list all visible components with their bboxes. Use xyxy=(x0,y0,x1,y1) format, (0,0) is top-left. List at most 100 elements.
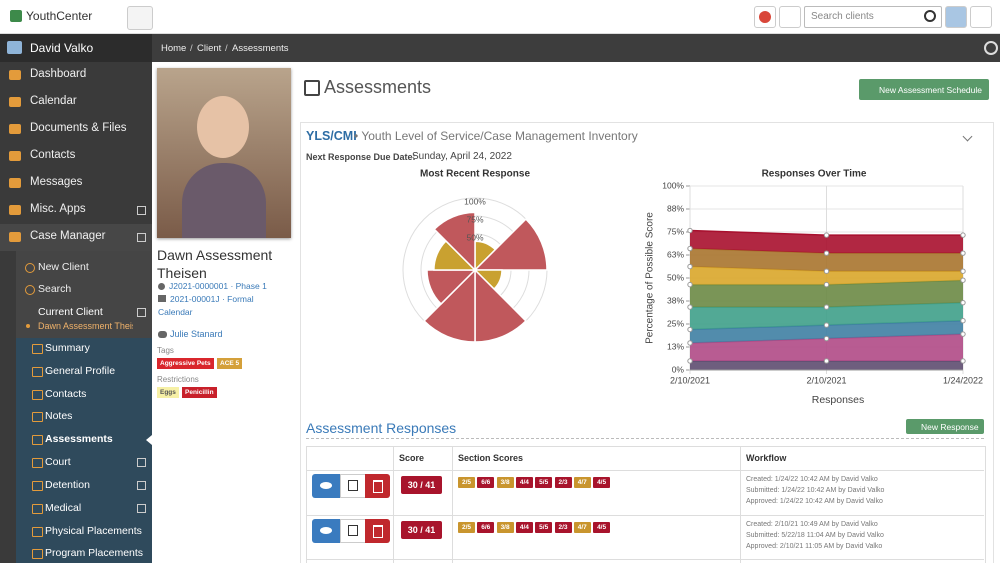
search-box[interactable] xyxy=(804,6,942,28)
client-id[interactable]: J2021-0000001 · Phase 1 xyxy=(169,281,267,291)
section-badge: 4/5 xyxy=(593,522,611,533)
breadcrumb-item[interactable]: Home xyxy=(161,43,187,54)
client-menu-item[interactable]: Summary xyxy=(45,342,90,354)
trash-icon xyxy=(373,525,383,538)
polar-segment xyxy=(426,269,477,306)
client-menu-item[interactable]: Contacts xyxy=(45,388,87,400)
tag-badge: ACE 5 xyxy=(217,358,243,369)
section-badge: 5/5 xyxy=(535,522,553,533)
assessment-code[interactable]: YLS/CMI xyxy=(306,129,357,143)
client-submenu xyxy=(16,338,152,563)
client-menu-item[interactable]: Court xyxy=(45,456,71,468)
client-menu-item[interactable]: Medical xyxy=(45,502,82,514)
data-point xyxy=(823,358,830,364)
menu-icon xyxy=(9,205,21,215)
submenu-item[interactable]: Search xyxy=(38,283,72,295)
polar-segment xyxy=(433,211,476,272)
x-tick-label: 2/10/2021 xyxy=(670,375,710,385)
eye-icon xyxy=(320,482,332,489)
data-point xyxy=(960,232,966,238)
copy-icon xyxy=(348,525,358,536)
area-fill xyxy=(690,248,963,272)
workflow-line: Submitted: 1/24/22 10:42 AM by David Val… xyxy=(746,487,885,494)
chart-title: Responses Over Time xyxy=(762,169,867,180)
client-menu-item[interactable]: General Profile xyxy=(45,365,116,377)
expand-icon xyxy=(137,233,146,242)
delete-button[interactable] xyxy=(365,519,390,543)
data-point xyxy=(823,304,830,310)
section-badge: 4/5 xyxy=(593,477,611,488)
brand-logo xyxy=(10,10,22,22)
expand-icon xyxy=(137,206,146,215)
menu-item[interactable]: Case Manager xyxy=(30,230,106,242)
y-tick-label: 88% xyxy=(667,203,684,213)
score-badge: 30 / 41 xyxy=(401,476,442,494)
submenu-icon xyxy=(25,285,35,295)
y-tick-label: 25% xyxy=(667,318,684,328)
section-badge: 2/5 xyxy=(458,477,475,488)
current-client-name[interactable]: Dawn Assessment Theisen xyxy=(38,321,133,331)
y-tick-label: 38% xyxy=(667,295,684,305)
header-rule xyxy=(306,470,984,471)
client-menu-item[interactable]: Detention xyxy=(45,479,90,491)
title-icon xyxy=(304,80,320,96)
menu-item[interactable]: Documents & Files xyxy=(30,122,127,134)
client-menu-icon xyxy=(32,412,43,422)
expand-icon xyxy=(137,481,146,490)
section-badge: 4/7 xyxy=(573,477,591,488)
breadcrumb-item[interactable]: Client xyxy=(197,43,222,54)
user-name: David Valko xyxy=(30,41,94,55)
menu-item[interactable]: Calendar xyxy=(30,95,77,107)
tag-badge: Aggressive Pets xyxy=(157,358,214,369)
client-menu-item[interactable]: Notes xyxy=(45,410,73,422)
restriction-badge: Eggs xyxy=(157,387,179,398)
section-badge: 3/8 xyxy=(496,522,514,533)
y-tick-label: 75% xyxy=(667,226,684,236)
active-section xyxy=(0,224,152,251)
case-number[interactable]: 2021-00001J · Formal Calendar xyxy=(158,294,254,317)
area-fill xyxy=(690,230,963,254)
menu-button[interactable] xyxy=(970,6,992,28)
breadcrumb-separator: / xyxy=(190,43,193,54)
data-point xyxy=(687,263,693,270)
client-menu-icon xyxy=(32,549,43,559)
workflow-line: Created: 1/24/22 10:42 AM by David Valko xyxy=(746,476,878,483)
responses-title: Assessment Responses xyxy=(306,420,457,436)
client-menu-item[interactable]: Program Placements xyxy=(45,547,144,559)
data-point xyxy=(687,326,693,333)
status-button[interactable] xyxy=(754,6,776,28)
client-menu-item[interactable]: Physical Placements xyxy=(45,525,142,537)
expand-button[interactable] xyxy=(779,6,801,28)
case-worker[interactable]: Julie Stanard xyxy=(170,329,223,339)
column-header: Score xyxy=(399,453,425,463)
new-response-button[interactable] xyxy=(906,419,984,434)
tags-label: Tags xyxy=(157,346,174,355)
new-schedule-label[interactable]: New Assessment Schedule xyxy=(879,85,982,95)
menu-item[interactable]: Contacts xyxy=(30,149,76,161)
section-badge: 6/6 xyxy=(477,477,495,488)
x-axis-label: Responses xyxy=(812,394,865,406)
data-point xyxy=(960,299,966,306)
section-badge: 4/7 xyxy=(573,522,591,533)
polar-segment xyxy=(473,218,548,271)
notifications-button[interactable] xyxy=(127,6,153,30)
column-header: Section Scores xyxy=(458,453,524,463)
menu-item[interactable]: Messages xyxy=(30,176,83,188)
expand-icon xyxy=(137,504,146,513)
submenu-item[interactable]: New Client xyxy=(38,261,89,273)
new-response-label[interactable]: New Response xyxy=(921,422,979,432)
avatar-button[interactable] xyxy=(945,6,967,28)
area-fill xyxy=(690,320,963,343)
client-menu-item[interactable]: Assessments xyxy=(45,433,113,445)
workflow-line: Approved: 1/24/22 10:42 AM by David Valk… xyxy=(746,498,883,505)
brand-name: YouthCenter xyxy=(26,9,93,23)
column-rule xyxy=(393,446,394,563)
area-fill xyxy=(690,360,963,370)
menu-item[interactable]: Misc. Apps xyxy=(30,203,86,215)
menu-item[interactable]: Dashboard xyxy=(30,68,87,80)
section-badge: 2/3 xyxy=(554,477,572,488)
column-header: Workflow xyxy=(746,453,787,463)
new-schedule-button[interactable] xyxy=(859,79,989,100)
delete-button[interactable] xyxy=(365,474,390,498)
